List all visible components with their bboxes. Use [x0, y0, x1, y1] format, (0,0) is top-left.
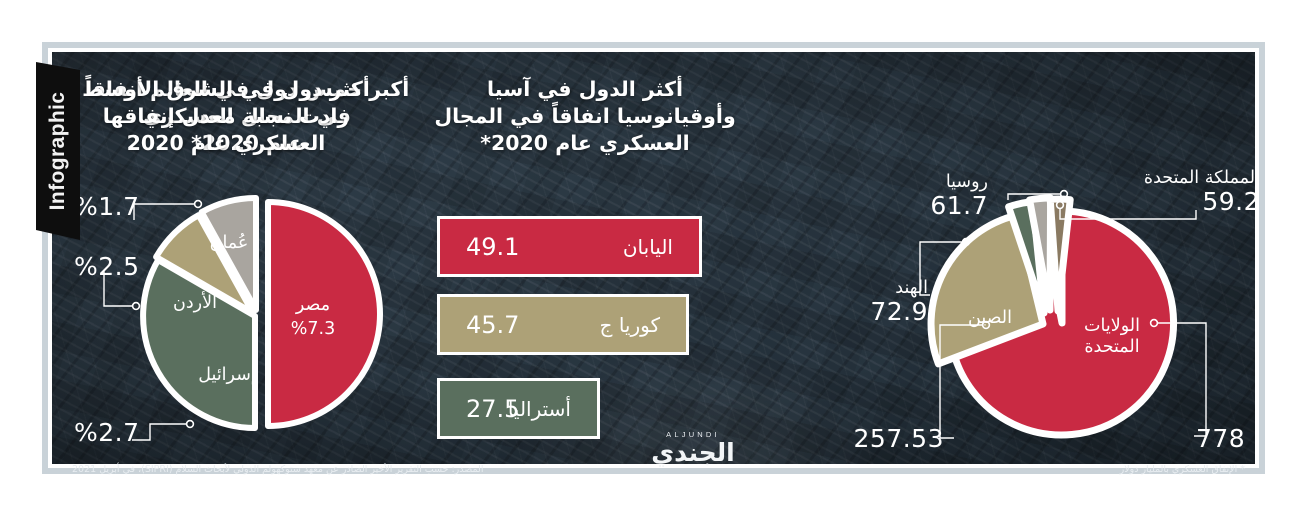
pie-label-united-states-2: المتحدة — [1084, 337, 1139, 357]
logo-latin-text: ALJUNDI — [666, 430, 720, 439]
left-section-title: أكثر دول في الشرق الأوسط زادت نسبة معدل … — [82, 77, 370, 156]
callout-russia-value: 61.7 — [930, 191, 988, 220]
pie-label-china: الصين — [968, 308, 1012, 328]
center-section-title: أكثر الدول في آسيا وأوقيانوسيا انفاقاً ف… — [434, 77, 736, 156]
leader-india — [914, 237, 974, 299]
pie-label-israel: إسرائيل — [198, 365, 255, 385]
callout-oman-value: %1.7 — [74, 192, 140, 221]
callout-india-name: الهند — [895, 278, 928, 298]
callout-united-states-value: 778 — [1196, 424, 1246, 453]
world-top5-pie-chart: الولايات المتحدة الصين — [927, 194, 1180, 446]
callout-israel-value: %2.7 — [74, 418, 140, 447]
callout-india-value: 72.9 — [870, 297, 928, 326]
leader-united-states — [1149, 318, 1220, 442]
callout-united-kingdom-name: المملكة المتحدة — [1143, 168, 1260, 188]
callout-jordan-value: %2.5 — [74, 252, 140, 281]
pie-slice-jordan[interactable] — [153, 212, 256, 316]
bar-south-korea-label: كوريا ج — [599, 312, 660, 337]
aljundi-logo: ALJUNDI الجندي — [647, 430, 739, 465]
callout-russia: روسيا 61.7 — [868, 172, 988, 220]
callout-russia-name: روسيا — [945, 172, 988, 192]
pie-slice-egypt[interactable] — [265, 199, 383, 429]
footer-source: المصدر: حسب التقرير الأخير الصادر عن معه… — [72, 464, 484, 475]
bar-japan-value: 49.1 — [466, 232, 520, 261]
pie-label-oman: عُمان — [210, 233, 249, 253]
pie-slice-united-kingdom[interactable] — [1046, 195, 1074, 315]
leader-oman — [128, 198, 206, 224]
logo-arabic-text: الجندي — [651, 438, 736, 467]
bar-australia-value: 27.5 — [466, 394, 520, 423]
leader-united-kingdom — [1055, 200, 1202, 222]
callout-united-kingdom-value: 59.2 — [1202, 187, 1260, 216]
pie-slice-china[interactable] — [927, 211, 1047, 368]
pie-label-united-states: الولايات — [1084, 316, 1140, 336]
bar-australia[interactable]: أستراليا 27.5 — [437, 378, 600, 439]
bar-japan[interactable]: اليابان 49.1 — [437, 216, 702, 277]
bar-australia-label: أستراليا — [507, 396, 571, 421]
callout-jordan: %2.5 — [74, 252, 140, 281]
leader-jordan — [98, 262, 144, 312]
right-section-title: أكبر خمس دول في العالم انفاقاً في المجال… — [84, 77, 410, 156]
footer-note: * الإنفاق العسكري بالمليار دولار — [1119, 464, 1245, 475]
leader-russia — [1002, 182, 1072, 200]
bar-south-korea-value: 45.7 — [466, 310, 520, 339]
bar-south-korea[interactable]: كوريا ج 45.7 — [437, 294, 689, 355]
infographic-tab: Infographic — [36, 62, 80, 240]
callout-oman: %1.7 — [74, 192, 140, 221]
leader-china — [934, 320, 994, 444]
callout-united-kingdom: المملكة المتحدة 59.2 — [1128, 168, 1260, 216]
middle-east-pie-chart: مصر %7.3 إسرائيل الأردن عُمان — [135, 190, 383, 438]
leader-israel — [128, 418, 204, 446]
infographic-tab-label: Infographic — [46, 91, 69, 211]
pie-label-jordan: الأردن — [173, 291, 217, 313]
callout-china-value: 257.53 — [853, 424, 944, 453]
pie-label-egypt: مصر — [295, 295, 330, 315]
callout-united-states: 778 — [1196, 424, 1266, 453]
pie-slice-israel[interactable] — [140, 257, 258, 431]
bar-japan-label: اليابان — [622, 234, 673, 259]
callout-china: 257.53 — [832, 424, 944, 453]
pie-label-egypt-value: %7.3 — [291, 319, 335, 339]
callout-india: الهند 72.9 — [840, 278, 928, 326]
callout-israel: %2.7 — [74, 418, 140, 447]
pie-slice-oman[interactable] — [198, 195, 259, 313]
